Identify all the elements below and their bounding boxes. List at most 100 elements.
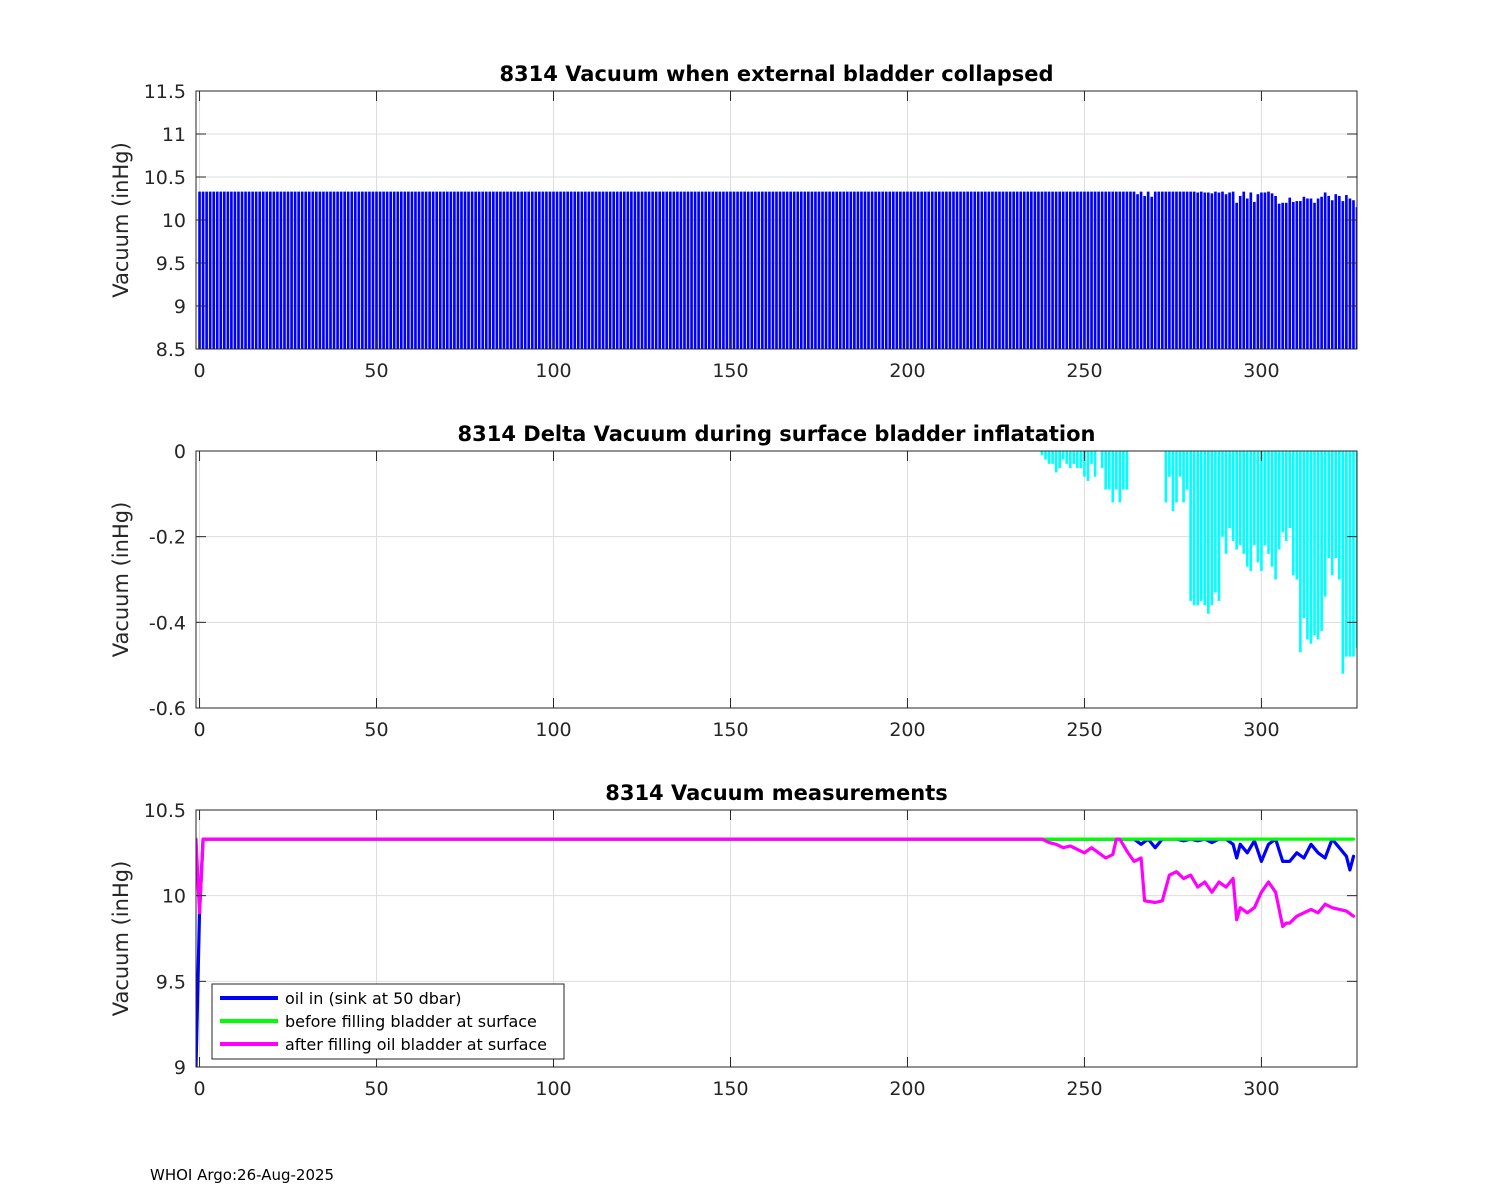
bar — [976, 191, 980, 349]
bar — [1129, 191, 1132, 349]
bar — [937, 191, 941, 349]
bar — [1238, 195, 1242, 349]
bar — [269, 191, 272, 349]
bar — [343, 191, 346, 349]
bar — [962, 191, 966, 349]
bar — [1136, 194, 1139, 349]
bar — [1189, 451, 1192, 601]
bar — [290, 191, 293, 349]
y-tick-label: -0.4 — [149, 612, 186, 634]
bar — [1330, 200, 1334, 349]
bar — [1083, 451, 1086, 477]
bar — [771, 191, 775, 349]
bar — [984, 191, 987, 349]
bar — [1182, 191, 1185, 349]
bar — [1125, 191, 1129, 349]
bar — [789, 191, 792, 349]
bar — [1044, 191, 1047, 349]
y-tick-label: 9.5 — [156, 971, 186, 993]
bar — [1217, 451, 1221, 601]
bar — [336, 191, 339, 349]
bar — [718, 191, 722, 349]
bar — [1284, 202, 1288, 349]
bar — [587, 191, 591, 349]
bar — [502, 191, 506, 349]
bar — [364, 191, 368, 349]
bar — [382, 191, 385, 349]
bar — [1391, 451, 1394, 631]
bar — [1253, 451, 1256, 546]
bar — [1083, 191, 1086, 349]
legend-label: before filling bladder at surface — [285, 1012, 537, 1031]
bar — [1076, 191, 1079, 349]
bar — [1306, 198, 1309, 349]
bar — [693, 191, 697, 349]
bar — [909, 191, 913, 349]
bar — [1203, 192, 1207, 349]
bar — [835, 191, 839, 349]
bar — [881, 191, 885, 349]
bar — [1288, 451, 1292, 529]
bar — [332, 191, 336, 349]
bar — [1352, 200, 1355, 349]
bar — [541, 191, 545, 349]
bar — [1100, 191, 1104, 349]
bar — [1068, 191, 1072, 349]
bar — [499, 191, 502, 349]
x-tick-label: 100 — [535, 719, 571, 741]
bar — [1231, 191, 1235, 349]
bar — [230, 191, 233, 349]
bar — [1388, 451, 1391, 622]
bar — [1341, 451, 1345, 674]
bar — [831, 191, 835, 349]
bar — [1008, 191, 1012, 349]
bar — [1160, 191, 1164, 349]
bar — [1238, 451, 1242, 546]
bar — [1139, 191, 1143, 349]
bar — [1352, 451, 1355, 657]
bar — [1359, 208, 1362, 349]
bar — [1327, 195, 1331, 349]
bar — [739, 191, 743, 349]
bar — [318, 191, 322, 349]
x-tick-label: 50 — [364, 719, 388, 741]
bar — [442, 191, 446, 349]
bar — [1044, 451, 1047, 460]
bar — [605, 191, 608, 349]
bar — [888, 191, 892, 349]
bar — [991, 191, 994, 349]
bar — [1224, 194, 1228, 349]
x-tick-label: 200 — [889, 719, 925, 741]
y-axis-label: Vacuum (inHg) — [109, 861, 133, 1017]
bar — [987, 191, 991, 349]
bar — [1122, 451, 1125, 490]
bar — [350, 191, 354, 349]
bar — [1171, 451, 1175, 511]
bar — [403, 191, 407, 349]
bar — [392, 191, 396, 349]
bar — [821, 191, 824, 349]
bar — [534, 191, 538, 349]
y-tick-label: 11 — [162, 124, 186, 146]
bar — [1030, 191, 1033, 349]
bar — [1104, 451, 1108, 490]
bar — [732, 191, 736, 349]
bar — [1104, 191, 1108, 349]
bar — [700, 191, 704, 349]
chart-1: 0 50 100 150 200 250 300 8.5 9 9.5 10 10.5 11 11.5 831… — [109, 62, 1362, 382]
bar — [612, 191, 616, 349]
bar — [1005, 191, 1008, 349]
bar — [803, 191, 807, 349]
bar — [375, 191, 378, 349]
y-axis-label: Vacuum (inHg) — [109, 142, 133, 298]
bar — [1068, 451, 1072, 469]
bar — [322, 191, 325, 349]
bar — [927, 191, 931, 349]
bar — [552, 191, 555, 349]
bar — [729, 191, 732, 349]
bar — [1118, 191, 1122, 349]
x-tick-label: 0 — [193, 360, 205, 382]
bar — [753, 191, 757, 349]
bar — [1221, 191, 1224, 349]
bar — [1100, 451, 1104, 469]
